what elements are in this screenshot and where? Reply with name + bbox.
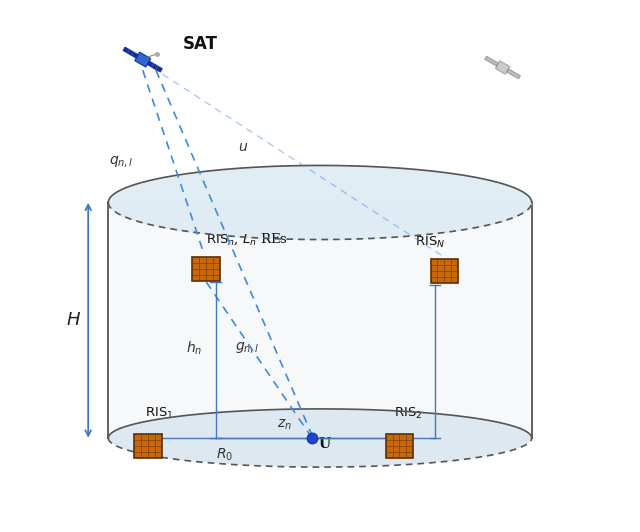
Polygon shape bbox=[484, 56, 499, 66]
Polygon shape bbox=[108, 203, 532, 438]
Polygon shape bbox=[134, 52, 150, 67]
Polygon shape bbox=[108, 165, 532, 239]
Text: $g_{n,l}$: $g_{n,l}$ bbox=[236, 340, 260, 355]
Polygon shape bbox=[495, 61, 510, 74]
Text: $h_n$: $h_n$ bbox=[186, 339, 202, 357]
Bar bbox=[431, 259, 458, 284]
Text: $\mathrm{RIS}_N$: $\mathrm{RIS}_N$ bbox=[415, 235, 445, 250]
Text: $H$: $H$ bbox=[66, 311, 81, 329]
Text: $z_n$: $z_n$ bbox=[277, 418, 292, 432]
Text: $q_{n,l}$: $q_{n,l}$ bbox=[109, 155, 134, 170]
Polygon shape bbox=[147, 61, 163, 72]
Text: U: U bbox=[319, 437, 331, 451]
Text: $\mathrm{RIS}_1$: $\mathrm{RIS}_1$ bbox=[145, 406, 174, 421]
Polygon shape bbox=[507, 69, 520, 79]
Bar bbox=[386, 434, 413, 458]
Text: SAT: SAT bbox=[182, 35, 218, 53]
Bar bbox=[193, 256, 220, 281]
Ellipse shape bbox=[108, 409, 532, 467]
Text: $u$: $u$ bbox=[238, 140, 248, 154]
Text: $R_0$: $R_0$ bbox=[216, 447, 234, 463]
Bar bbox=[134, 434, 162, 458]
Text: $\mathrm{RIS}_n$, $L_n$ REs: $\mathrm{RIS}_n$, $L_n$ REs bbox=[206, 232, 288, 247]
Polygon shape bbox=[123, 47, 138, 58]
Text: $\mathrm{RIS}_2$: $\mathrm{RIS}_2$ bbox=[394, 406, 422, 421]
